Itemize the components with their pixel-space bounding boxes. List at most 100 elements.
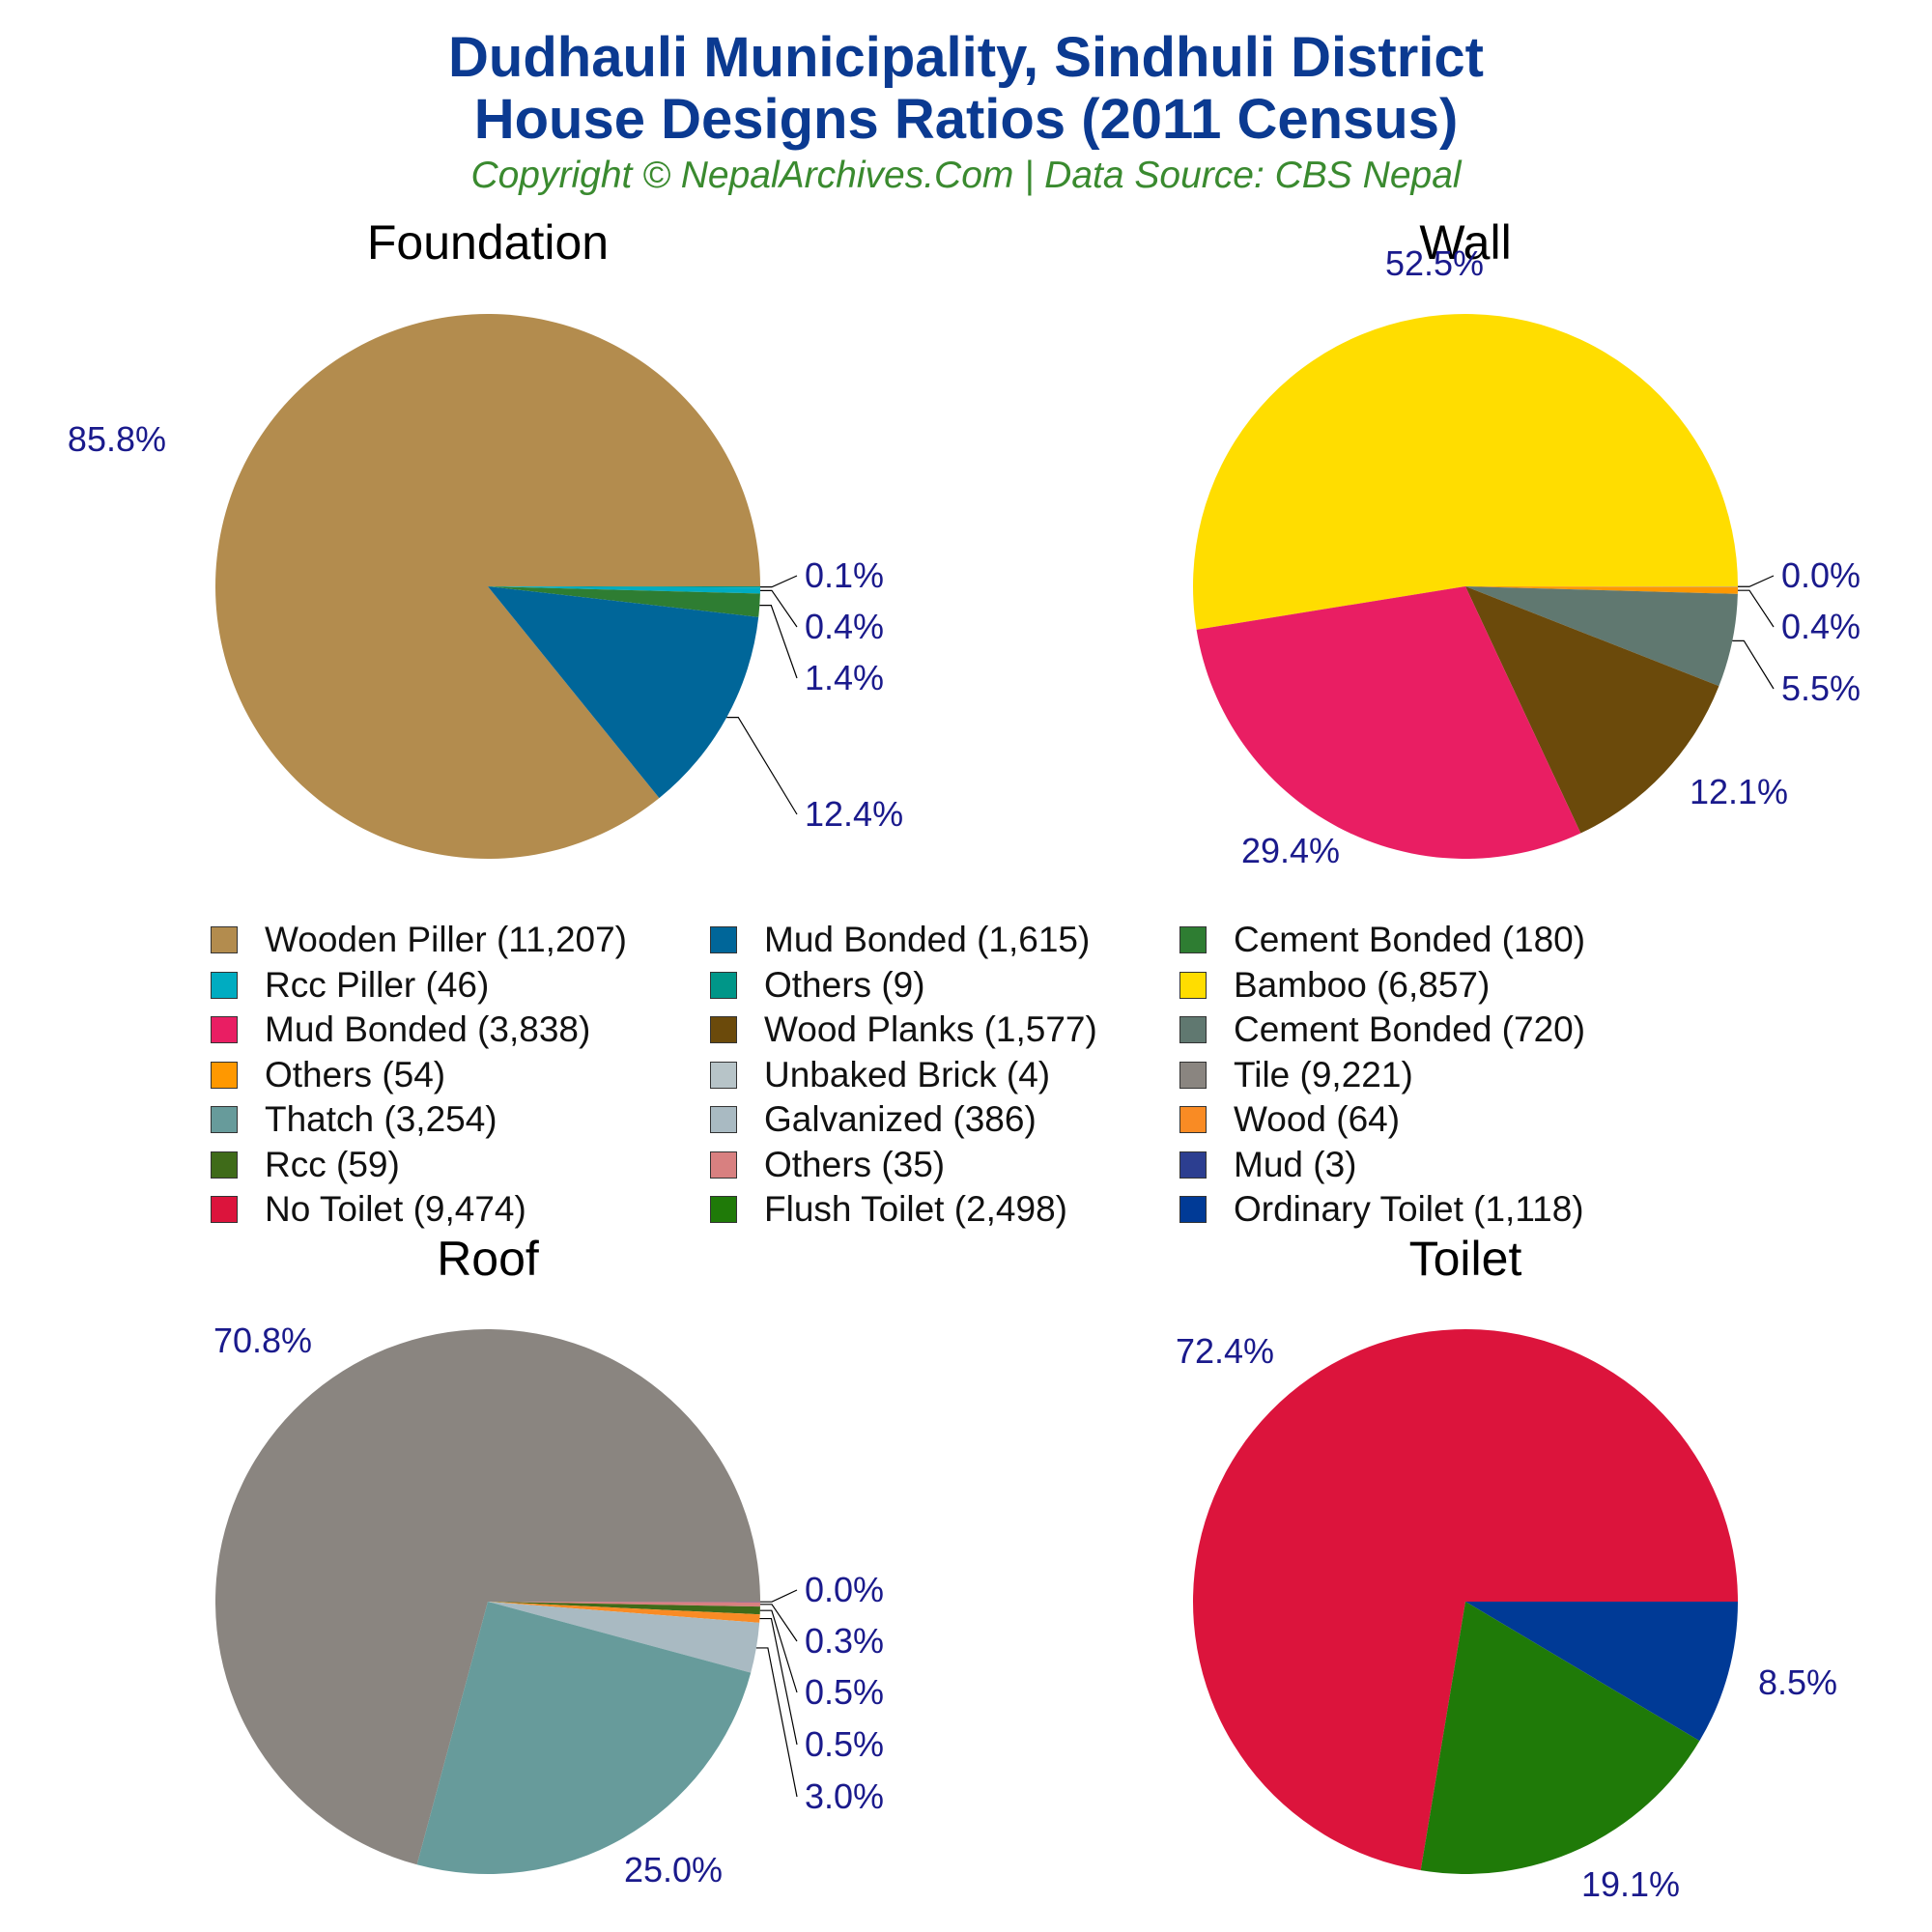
legend-label: Galvanized (386)	[764, 1099, 1037, 1139]
legend-item: Unbaked Brick (4)	[710, 1053, 1050, 1097]
pie-toilet: Toilet 72.4% 19.1% 8.5%	[1176, 1232, 1837, 1904]
leader-line-roof-rcc	[759, 1609, 798, 1693]
legend-label: Bamboo (6,857)	[1234, 964, 1491, 1005]
legend-item: Rcc (59)	[211, 1143, 400, 1187]
legend-swatch	[1179, 1196, 1207, 1223]
pie-label-foundation-wooden-piller: 85.8%	[68, 419, 166, 459]
legend-item: Cement Bonded (720)	[1179, 1008, 1585, 1052]
legend-label: No Toilet (9,474)	[265, 1189, 526, 1229]
pie-title-foundation: Foundation	[367, 215, 609, 270]
pie-slice-wall-unbaked-brick	[1465, 586, 1738, 587]
pie-slice-wall-bamboo	[1193, 313, 1738, 630]
legend-label: Wood Planks (1,577)	[764, 1009, 1097, 1049]
leader-line-foundation-cement-bonded	[759, 605, 798, 679]
pie-slice-foundation-mud-bonded	[488, 586, 759, 799]
legend-item: Others (9)	[710, 963, 925, 1008]
legend-swatch	[710, 1016, 737, 1043]
legend-swatch	[211, 926, 238, 953]
pie-title-toilet: Toilet	[1409, 1232, 1522, 1286]
pie-slice-foundation-others	[488, 586, 760, 588]
legend-label: Wood (64)	[1234, 1099, 1401, 1139]
legend-item: Rcc Piller (46)	[211, 963, 489, 1008]
legend-swatch	[710, 971, 737, 999]
legend-item: Mud Bonded (3,838)	[211, 1008, 590, 1052]
legend-swatch	[211, 971, 238, 999]
pie-slice-roof-galvanized	[488, 1602, 760, 1673]
legend-item: Others (35)	[710, 1143, 945, 1187]
leader-line-roof-others	[759, 1604, 798, 1642]
legend-item: Tile (9,221)	[1179, 1053, 1413, 1097]
pie-slice-wall-wood-planks	[1465, 586, 1719, 834]
pie-label-roof-others: 0.3%	[805, 1621, 884, 1661]
legend-item: Flush Toilet (2,498)	[710, 1187, 1067, 1232]
legend-label: Others (54)	[265, 1054, 446, 1094]
legend-label: Thatch (3,254)	[265, 1099, 497, 1139]
pie-label-wall-others: 0.4%	[1781, 607, 1861, 646]
pie-slice-wall-cement-bonded	[1465, 586, 1738, 687]
legend-label: Mud (3)	[1234, 1144, 1357, 1184]
pie-label-foundation-cement-bonded: 1.4%	[805, 658, 884, 697]
legend-swatch	[211, 1196, 238, 1223]
pie-label-wall-bamboo: 52.5%	[1385, 243, 1484, 283]
pie-roof: Roof 70.8% 25.0% 0.0% 0.3% 0.5% 0.5% 3.0%	[213, 1232, 884, 1889]
pie-slice-roof-others	[488, 1602, 760, 1607]
legend-item: Ordinary Toilet (1,118)	[1179, 1187, 1584, 1232]
legend-item: Mud Bonded (1,615)	[710, 918, 1090, 962]
legend-label: Ordinary Toilet (1,118)	[1234, 1189, 1584, 1229]
legend-label: Others (9)	[764, 964, 925, 1005]
pie-label-foundation-rcc-piller: 0.4%	[805, 607, 884, 646]
chart-title-line2: House Designs Ratios (2011 Census)	[473, 88, 1459, 151]
legend-label: Mud Bonded (3,838)	[265, 1009, 591, 1049]
pie-slice-toilet-no-toilet	[1192, 1329, 1738, 1871]
pie-label-wall-unbaked-brick: 0.0%	[1781, 555, 1861, 595]
pie-label-foundation-others: 0.1%	[805, 555, 884, 595]
legend-item: Wood (64)	[1179, 1097, 1400, 1142]
legend-item: Wooden Piller (11,207)	[211, 918, 627, 962]
legend-swatch	[710, 1106, 737, 1133]
pie-label-toilet-ordinary-toilet: 8.5%	[1758, 1662, 1837, 1702]
legend-item: Bamboo (6,857)	[1179, 963, 1490, 1008]
pie-label-wall-mud-bonded: 29.4%	[1241, 831, 1340, 870]
legend-label: Flush Toilet (2,498)	[764, 1189, 1067, 1229]
pie-slice-roof-tile	[215, 1328, 760, 1865]
pie-label-roof-rcc: 0.5%	[805, 1672, 884, 1712]
legend-swatch	[710, 1061, 737, 1089]
pie-label-roof-mud: 0.0%	[805, 1570, 884, 1609]
legend-swatch	[1179, 1151, 1207, 1179]
legend-label: Cement Bonded (180)	[1234, 920, 1586, 959]
pie-label-wall-cement-bonded: 5.5%	[1781, 668, 1861, 708]
pie-slice-foundation-rcc-piller	[488, 586, 760, 594]
leader-line-foundation-rcc-piller	[759, 589, 798, 628]
pie-title-wall: Wall	[1419, 215, 1511, 270]
copyright-notice: Copyright © NepalArchives.Com | Data Sou…	[470, 155, 1462, 196]
legend-swatch	[1179, 1106, 1207, 1133]
legend-swatch	[710, 926, 737, 953]
legend-item: Galvanized (386)	[710, 1097, 1037, 1142]
legend-swatch	[211, 1106, 238, 1133]
legend-label: Mud Bonded (1,615)	[764, 920, 1091, 959]
pie-slice-roof-rcc	[488, 1602, 760, 1615]
legend-label: Rcc Piller (46)	[265, 964, 490, 1005]
leader-line-foundation-mud-bonded	[726, 717, 798, 815]
legend-label: Tile (9,221)	[1234, 1054, 1413, 1094]
legend-swatch	[1179, 971, 1207, 999]
legend-item: Others (54)	[211, 1053, 445, 1097]
legend-item: Cement Bonded (180)	[1179, 918, 1585, 962]
pie-slice-wall-others	[1465, 586, 1738, 594]
pie-slice-roof-wood	[488, 1602, 760, 1623]
pie-slice-roof-thatch	[416, 1602, 752, 1874]
pie-label-roof-thatch: 25.0%	[624, 1850, 723, 1889]
leader-line-wall-unbaked-brick	[1737, 575, 1775, 587]
leader-line-wall-cement-bonded	[1732, 639, 1775, 690]
pie-label-foundation-mud-bonded: 12.4%	[805, 794, 903, 834]
leader-line-roof-mud	[759, 1589, 798, 1603]
pie-label-wall-wood-planks: 12.1%	[1690, 772, 1788, 811]
pie-title-roof: Roof	[437, 1232, 539, 1286]
legend-swatch	[211, 1016, 238, 1043]
pie-label-roof-wood: 0.5%	[805, 1724, 884, 1764]
pie-slice-toilet-ordinary-toilet	[1465, 1602, 1738, 1742]
legend-label: Wooden Piller (11,207)	[265, 920, 628, 959]
legend-swatch	[1179, 926, 1207, 953]
